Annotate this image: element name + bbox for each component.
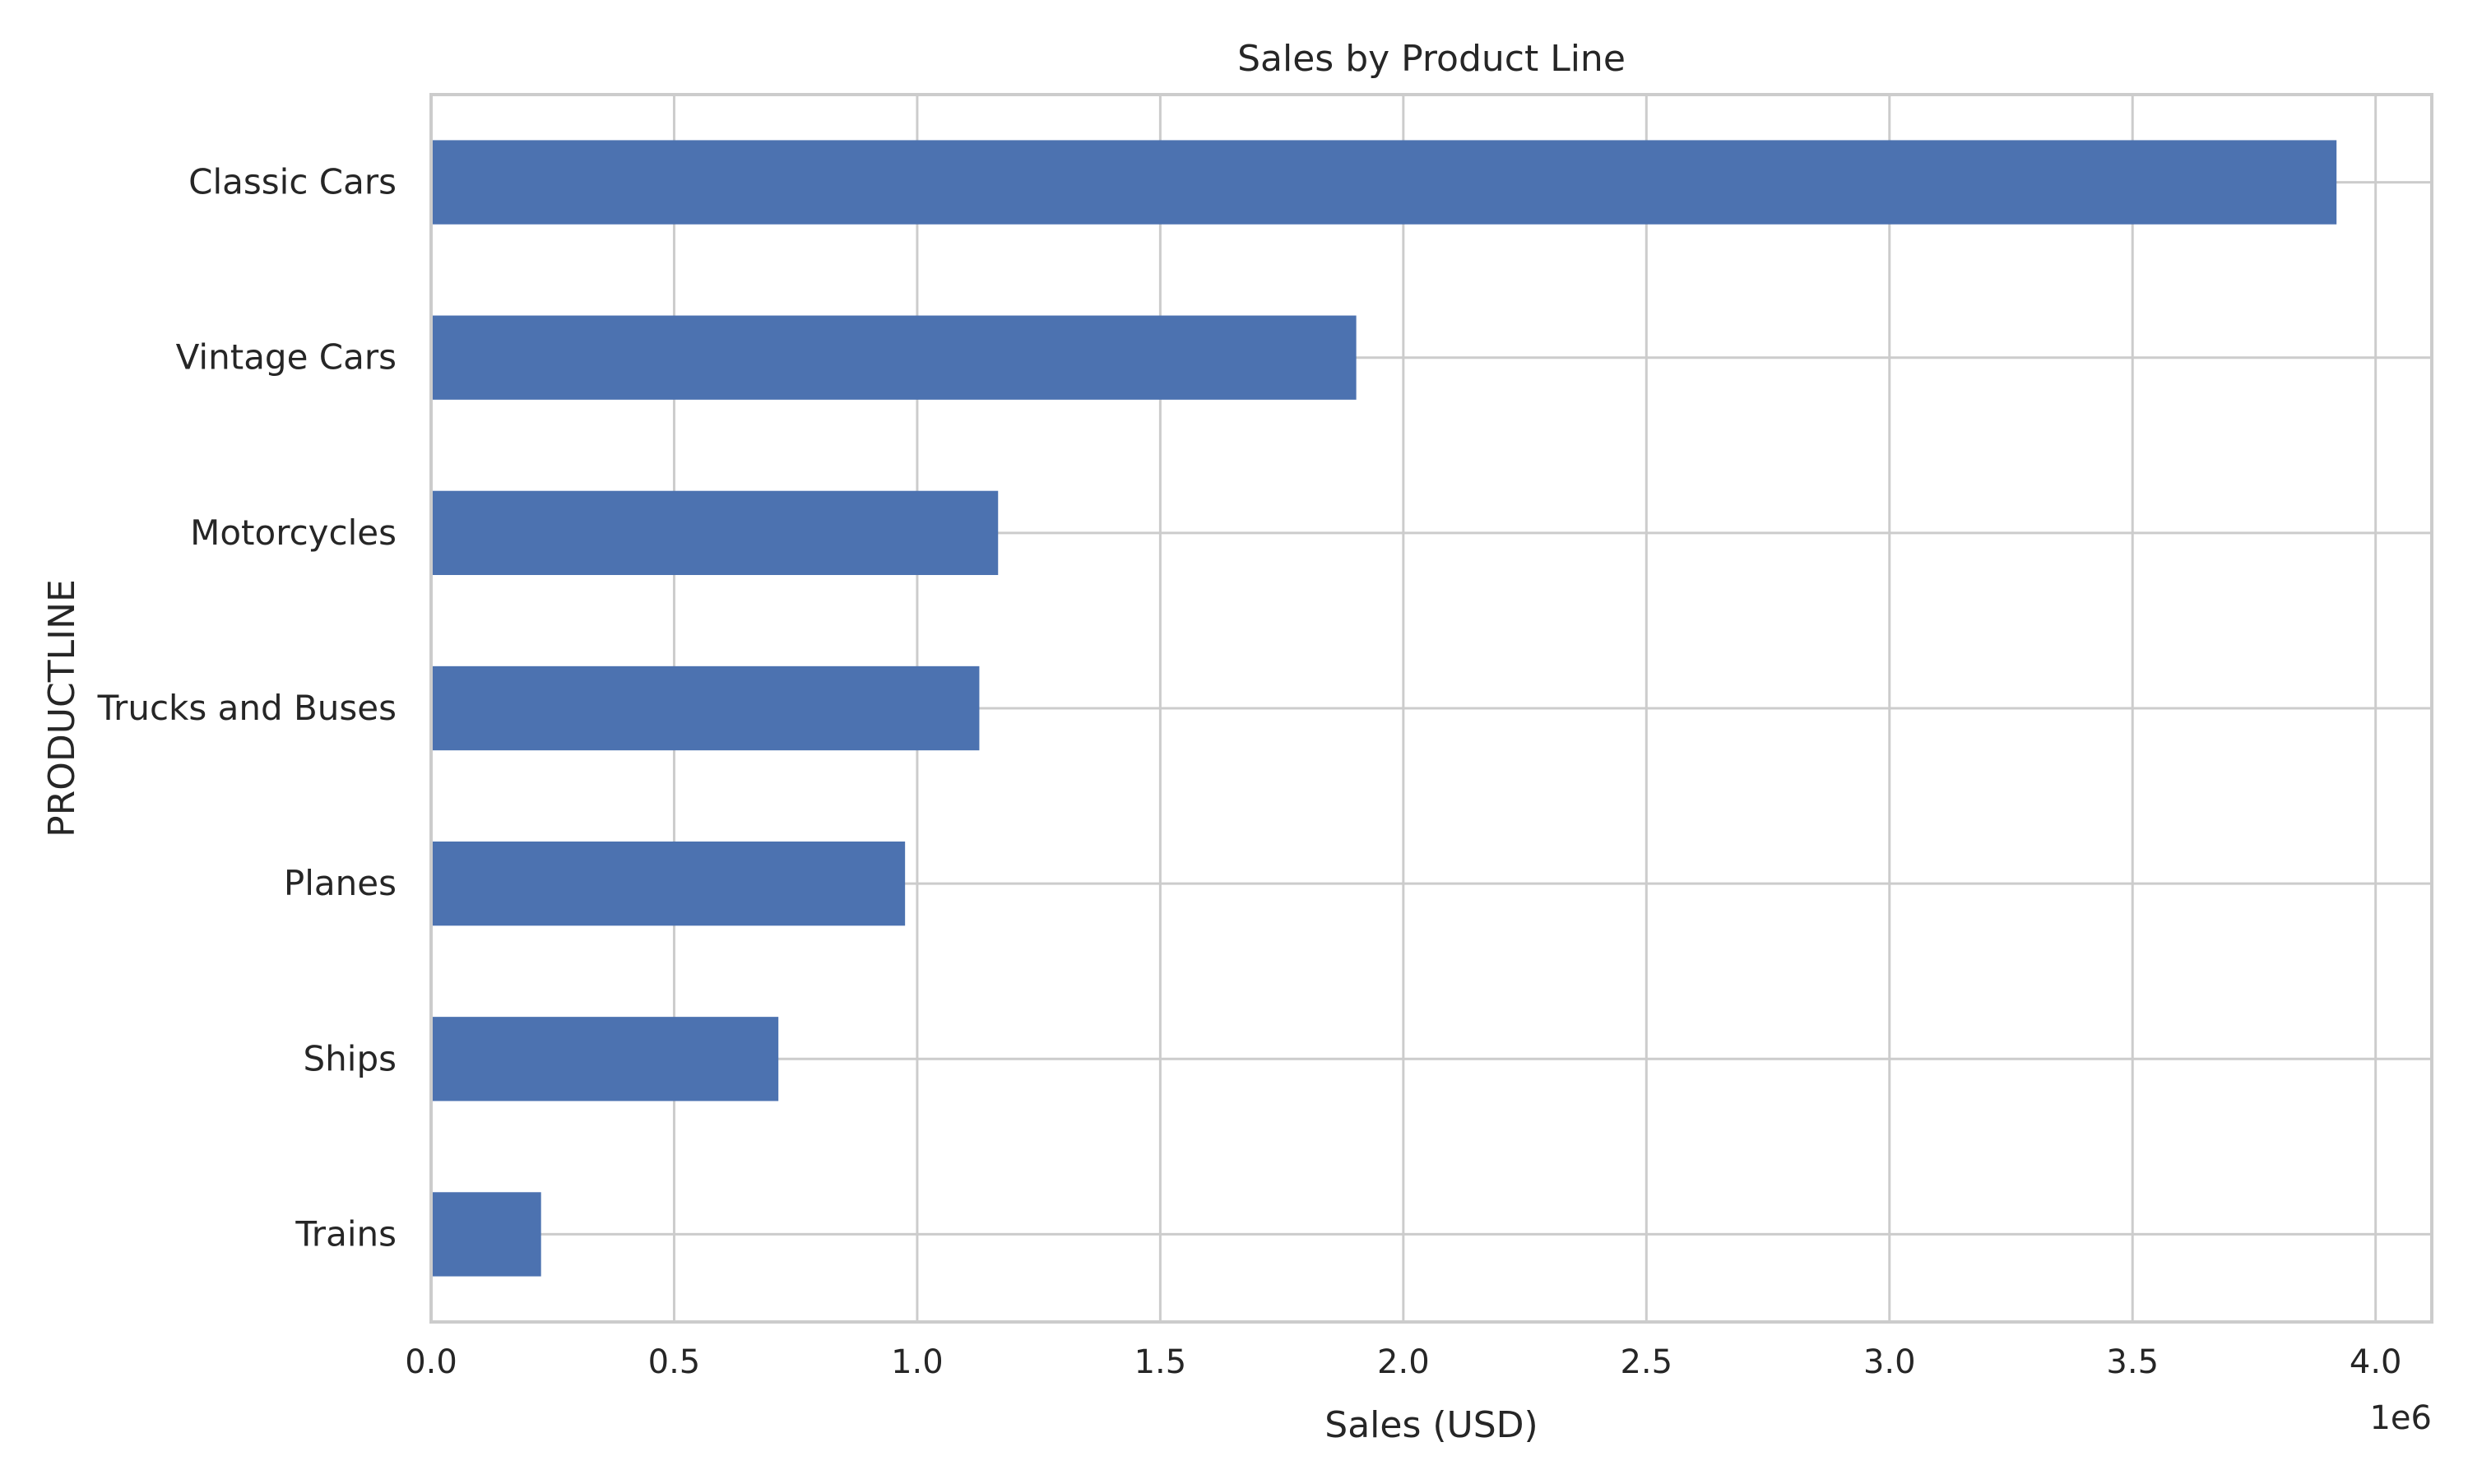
plot-frame bbox=[429, 93, 2433, 1324]
bar bbox=[431, 1192, 541, 1277]
x-scale-label: 1e6 bbox=[2369, 1399, 2432, 1437]
bar bbox=[431, 841, 906, 926]
y-tick-label: Trains bbox=[295, 1213, 397, 1254]
y-tick-labels: Classic Cars Vintage Cars Motorcycles Truck… bbox=[97, 162, 397, 1254]
bar bbox=[431, 490, 999, 576]
bar-layer bbox=[431, 140, 2337, 1277]
chart-title: Sales by Product Line bbox=[1237, 38, 1626, 80]
x-tick-label: 2.5 bbox=[1620, 1343, 1672, 1381]
x-tick-label: 3.0 bbox=[1863, 1343, 1916, 1381]
y-tick-label: Planes bbox=[284, 863, 397, 903]
x-tick-label: 0.5 bbox=[648, 1343, 701, 1381]
y-tick-label: Motorcycles bbox=[190, 512, 397, 553]
x-tick-label: 2.0 bbox=[1377, 1343, 1430, 1381]
y-tick-label: Trucks and Buses bbox=[97, 688, 397, 728]
bar bbox=[431, 1017, 779, 1101]
bar bbox=[431, 315, 1357, 400]
x-tick-label: 4.0 bbox=[2350, 1343, 2402, 1381]
x-tick-label: 3.5 bbox=[2106, 1343, 2159, 1381]
bar bbox=[431, 140, 2337, 225]
x-tick-label: 1.5 bbox=[1134, 1343, 1187, 1381]
x-tick-label: 0.0 bbox=[405, 1343, 457, 1381]
x-tick-labels: 0.0 0.5 1.0 1.5 2.0 2.5 3.0 3.5 4.0 bbox=[405, 1343, 2401, 1381]
x-axis-label: Sales (USD) bbox=[1324, 1404, 1538, 1446]
y-tick-label: Vintage Cars bbox=[176, 337, 397, 378]
y-axis-label: PRODUCTLINE bbox=[41, 579, 83, 837]
x-tick-label: 1.0 bbox=[891, 1343, 944, 1381]
y-tick-label: Classic Cars bbox=[188, 162, 397, 202]
bar bbox=[431, 665, 980, 751]
y-tick-label: Ships bbox=[304, 1038, 397, 1078]
